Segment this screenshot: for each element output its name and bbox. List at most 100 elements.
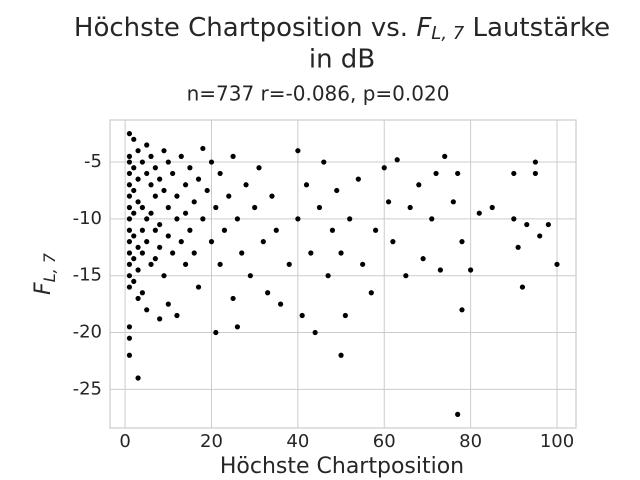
point — [407, 204, 413, 211]
point — [131, 210, 137, 216]
point — [144, 307, 150, 313]
point — [265, 290, 271, 296]
point — [144, 216, 150, 222]
point — [455, 170, 461, 177]
point — [131, 233, 137, 239]
point — [489, 204, 495, 211]
point — [126, 261, 133, 267]
point — [178, 239, 184, 245]
point — [191, 199, 197, 205]
point — [126, 204, 133, 211]
point — [126, 324, 133, 330]
point — [437, 267, 443, 273]
point — [174, 312, 180, 319]
point — [148, 153, 154, 159]
point — [459, 307, 465, 313]
point — [303, 182, 310, 188]
point — [213, 204, 219, 211]
y-tick-label: -15 — [73, 265, 102, 286]
point — [239, 250, 245, 256]
point — [347, 216, 353, 222]
point — [157, 176, 163, 182]
x-tick-label: 20 — [200, 431, 223, 452]
point — [316, 204, 323, 211]
point — [204, 187, 210, 194]
point — [165, 233, 171, 239]
point — [524, 221, 530, 228]
point — [182, 210, 189, 216]
point — [329, 227, 336, 233]
point — [135, 375, 141, 381]
point — [144, 170, 150, 177]
point — [442, 153, 448, 159]
point — [135, 267, 141, 273]
point — [217, 261, 223, 267]
point — [152, 227, 158, 233]
point — [338, 352, 344, 358]
point — [234, 216, 241, 222]
point — [286, 261, 292, 267]
point — [385, 199, 392, 205]
y-tick-label: -20 — [73, 322, 102, 343]
point — [170, 170, 176, 177]
point — [161, 148, 167, 154]
point — [554, 261, 560, 267]
point — [338, 250, 344, 256]
point — [144, 142, 150, 148]
point — [131, 165, 137, 171]
point — [135, 148, 141, 154]
point — [299, 312, 305, 319]
point — [195, 284, 202, 290]
point — [126, 153, 133, 159]
x-tick-label: 40 — [286, 431, 309, 452]
chart-title-line2: in dB — [309, 45, 375, 75]
point — [334, 187, 340, 194]
point — [126, 131, 133, 137]
point — [256, 165, 262, 171]
point — [131, 136, 137, 142]
point — [157, 221, 163, 228]
point — [187, 227, 193, 233]
point — [403, 273, 409, 279]
point — [139, 250, 145, 256]
point — [230, 295, 236, 302]
point — [148, 261, 154, 267]
point — [126, 159, 133, 165]
point — [139, 159, 145, 165]
x-axis-label: Höchste Chartposition — [220, 454, 464, 479]
point — [368, 290, 374, 296]
chart-subtitle: n=737 r=-0.086, p=0.020 — [187, 82, 450, 106]
point — [360, 261, 366, 267]
point — [260, 239, 266, 245]
point — [273, 227, 279, 233]
x-tick-label: 80 — [459, 431, 482, 452]
point — [373, 227, 379, 233]
point — [152, 256, 158, 262]
point — [135, 176, 141, 182]
x-tick-label: 0 — [119, 431, 130, 452]
point — [217, 170, 223, 177]
point — [511, 170, 517, 177]
point — [126, 182, 133, 188]
point — [152, 165, 158, 171]
point — [312, 329, 318, 336]
point — [208, 159, 215, 165]
point — [174, 193, 180, 199]
point — [187, 165, 193, 171]
point — [321, 159, 327, 165]
point — [165, 204, 171, 211]
point — [195, 176, 202, 182]
plot-frame — [109, 119, 577, 429]
chart-title: Höchste Chartposition vs. FL, 7 Lautstär… — [74, 13, 610, 45]
point — [230, 153, 236, 159]
point — [139, 227, 145, 233]
point — [394, 157, 400, 163]
point — [200, 145, 206, 152]
point — [532, 159, 539, 165]
point — [545, 221, 551, 228]
point — [390, 239, 396, 245]
point — [269, 193, 275, 199]
point — [161, 187, 167, 194]
point — [161, 273, 167, 279]
